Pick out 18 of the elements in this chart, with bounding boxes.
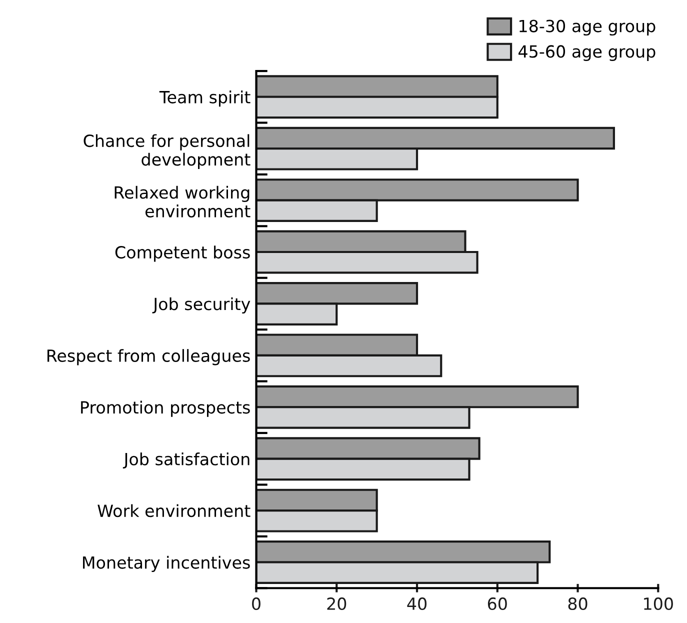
x-tick-label: 60 <box>488 597 507 610</box>
y-tick-label: Promotion prospects <box>81 400 250 417</box>
x-tick-label: 100 <box>644 597 673 610</box>
x-tick-label: 40 <box>407 597 427 610</box>
y-tick-label: Team spirit <box>159 90 250 107</box>
x-tick-label: 20 <box>327 597 346 610</box>
y-tick-label: Work environment <box>98 504 250 518</box>
y-tick-label: Job satisfaction <box>122 452 250 469</box>
y-tick-label: Relaxed working environment <box>114 186 250 218</box>
y-tick-label: Monetary incentives <box>83 556 250 572</box>
x-tick-label: 80 <box>568 597 588 610</box>
y-tick-label: Competent boss <box>115 246 250 262</box>
y-tick-label: Chance for personal development <box>84 134 250 169</box>
y-tick-label: Job security <box>152 297 250 314</box>
y-tick-label: Respect from colleagues <box>47 349 250 366</box>
legend-label: 45-60 age group <box>518 45 656 62</box>
legend-label: 18-30 age group <box>520 20 656 36</box>
x-tick-label: 0 <box>252 597 260 610</box>
